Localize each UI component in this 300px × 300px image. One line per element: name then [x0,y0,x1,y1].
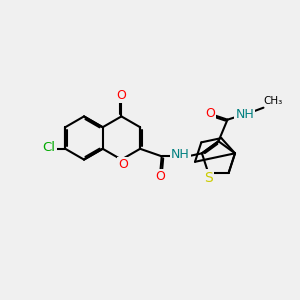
Text: S: S [204,171,213,185]
Text: O: O [116,89,126,102]
Text: O: O [155,170,165,184]
Text: NH: NH [171,148,190,161]
Text: Cl: Cl [42,141,55,154]
Text: O: O [205,107,215,120]
Text: CH₃: CH₃ [264,96,283,106]
Text: NH: NH [236,108,254,121]
Text: O: O [118,158,128,172]
